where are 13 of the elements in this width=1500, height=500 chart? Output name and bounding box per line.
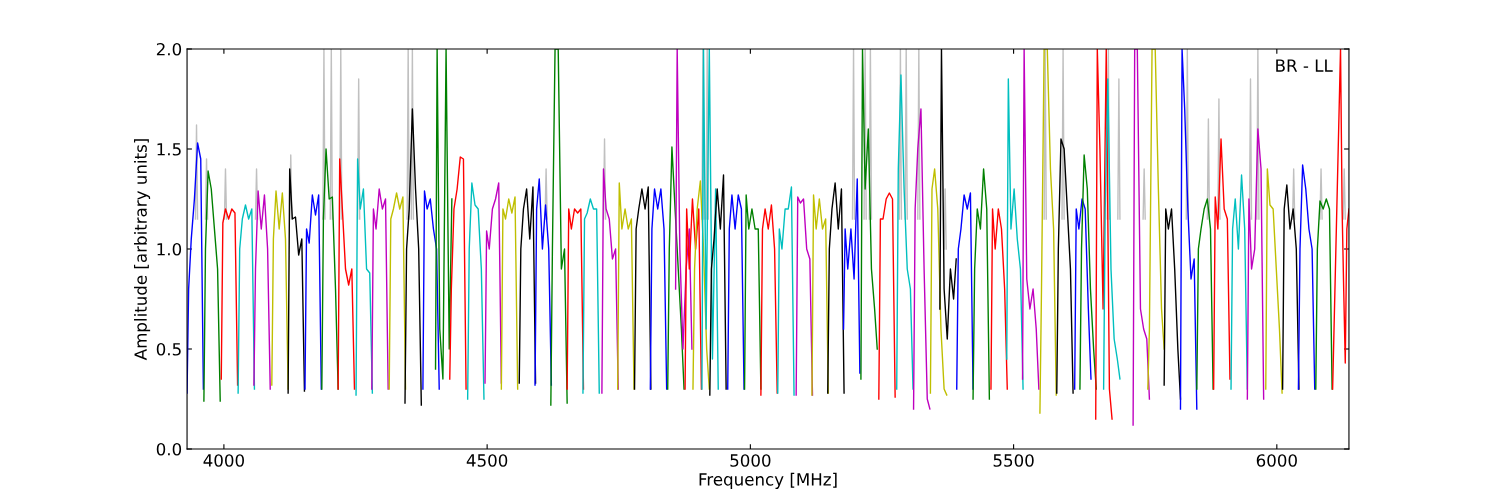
y-tick-label: 1.5: [157, 143, 181, 156]
x-tick-label: 5000: [730, 454, 771, 467]
annotation: BR - LL: [1276, 59, 1333, 72]
x-tick-label: 6000: [1256, 454, 1297, 467]
y-tick-label: 0.0: [156, 442, 182, 456]
x-tick-label: 4500: [466, 454, 508, 467]
x-tick-label: 4000: [203, 454, 244, 467]
y-tick-label: 2.0: [156, 42, 182, 56]
y-axis-title: Amplitude [arbitrary units]: [134, 139, 151, 361]
y-tick-label: 0.5: [156, 342, 181, 356]
x-tick-label: 5500: [993, 454, 1034, 467]
y-tick-label: 1.0: [157, 242, 182, 256]
x-axis-title: Frequency [MHz]: [699, 472, 837, 489]
